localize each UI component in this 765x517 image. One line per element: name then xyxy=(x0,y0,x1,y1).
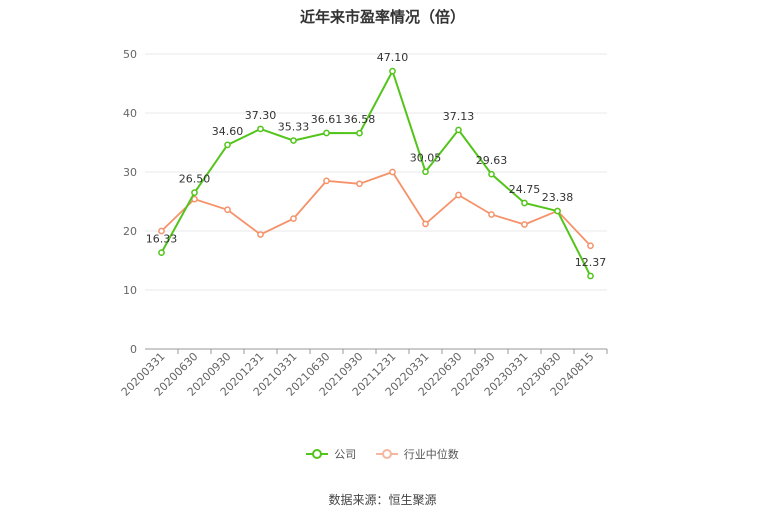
data-point-industry xyxy=(323,177,330,185)
data-label: 24.75 xyxy=(509,183,541,196)
series-line-industry xyxy=(160,170,592,247)
legend-industry-icon xyxy=(375,449,398,459)
data-point-industry xyxy=(224,206,231,214)
data-label: 36.61 xyxy=(311,113,343,126)
data-point-company xyxy=(158,249,165,257)
data-point-company xyxy=(455,126,462,134)
data-source: 数据来源：恒生聚源 xyxy=(328,493,437,507)
legend: 公司 行业中位数 xyxy=(0,446,765,463)
data-label: 26.50 xyxy=(179,173,211,186)
y-tick-label: 50 xyxy=(123,48,137,61)
data-point-company xyxy=(521,199,528,207)
data-point-company xyxy=(554,207,561,215)
y-tick-label: 0 xyxy=(130,343,137,356)
data-label: 36.58 xyxy=(344,113,376,126)
data-label: 47.10 xyxy=(377,51,409,64)
y-axis: 0 10 20 30 40 50 xyxy=(123,48,137,356)
legend-item-company[interactable]: 公司 xyxy=(306,446,356,462)
legend-industry-label: 行业中位数 xyxy=(403,448,459,461)
data-label: 30.05 xyxy=(410,152,442,165)
data-point-industry xyxy=(290,215,297,222)
data-point-company xyxy=(587,272,594,280)
data-point-company xyxy=(356,129,363,137)
data-point-company xyxy=(224,141,231,149)
data-label: 16.33 xyxy=(146,233,178,246)
y-tick-label: 40 xyxy=(123,107,137,120)
data-label: 23.38 xyxy=(542,191,574,204)
legend-company-label: 公司 xyxy=(334,448,357,461)
data-label: 29.63 xyxy=(476,154,508,167)
legend-company-icon xyxy=(306,449,329,459)
data-point-industry xyxy=(389,168,396,176)
x-axis: 2020033120200630202009302020123120210331… xyxy=(119,348,608,399)
y-tick-label: 10 xyxy=(123,284,137,297)
data-point-industry xyxy=(422,220,429,228)
series-line-company xyxy=(160,68,592,277)
data-point-industry xyxy=(356,180,363,188)
data-point-industry xyxy=(488,211,495,218)
data-point-company xyxy=(389,67,396,75)
data-point-industry xyxy=(158,227,165,235)
data-point-company xyxy=(257,125,264,133)
legend-item-industry[interactable]: 行业中位数 xyxy=(375,446,459,462)
series-layer xyxy=(158,67,594,280)
y-tick-label: 20 xyxy=(123,225,137,238)
data-point-industry xyxy=(521,221,528,228)
data-point-company xyxy=(191,189,198,196)
data-point-company xyxy=(323,129,330,137)
chart-title: 近年来市盈率情况（倍） xyxy=(299,8,465,26)
data-point-industry xyxy=(257,231,264,238)
data-label: 35.33 xyxy=(278,121,310,134)
data-point-company xyxy=(422,168,429,176)
data-point-company xyxy=(290,137,297,144)
data-point-industry xyxy=(455,191,462,199)
data-label: 34.60 xyxy=(212,125,244,138)
data-point-company xyxy=(488,170,495,178)
y-tick-label: 30 xyxy=(123,166,137,179)
data-label: 37.30 xyxy=(245,109,277,122)
data-label: 12.37 xyxy=(575,256,607,269)
data-point-industry xyxy=(587,242,594,250)
grid-lines xyxy=(145,53,607,291)
data-label: 37.13 xyxy=(443,110,475,123)
